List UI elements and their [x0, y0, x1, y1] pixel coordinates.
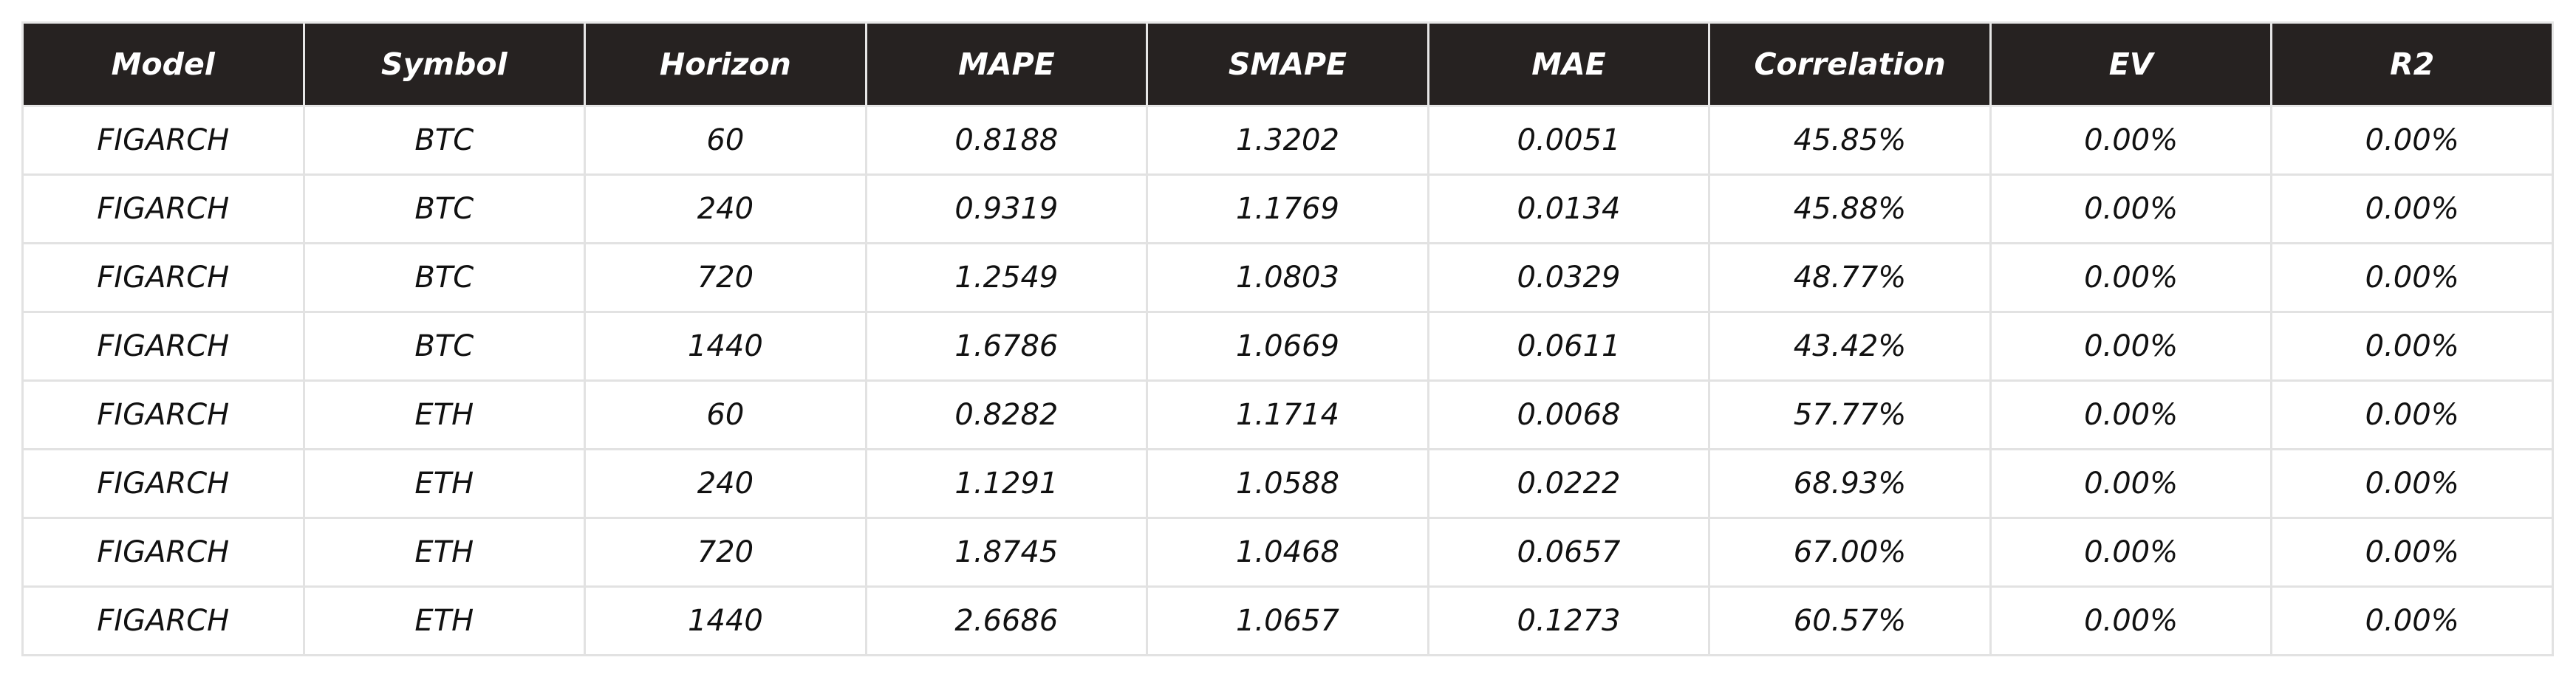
table-cell-symbol: BTC — [302, 105, 587, 176]
table-cell-mape: 0.8282 — [864, 379, 1149, 450]
table-cell-mae: 0.0611 — [1427, 311, 1711, 382]
table-cell-model: FIGARCH — [21, 585, 305, 656]
table-cell-horizon: 240 — [584, 173, 867, 244]
table-body: FIGARCH BTC 60 0.8188 1.3202 0.0051 45.85% 0.00… — [21, 105, 2554, 656]
table-cell-smape: 1.0588 — [1146, 448, 1429, 519]
header-row: Model Symbol Horizon MAPE SMAPE MAE Correlatio… — [21, 21, 2554, 107]
table-cell-mae: 0.0051 — [1427, 105, 1711, 176]
table-cell-symbol: ETH — [302, 585, 587, 656]
table-cell-symbol: ETH — [302, 517, 587, 588]
column-header-smape: SMAPE — [1146, 21, 1429, 107]
table-cell-r2: 0.00% — [2270, 585, 2554, 656]
column-header-model: Model — [21, 21, 305, 107]
table-row: FIGARCH BTC 60 0.8188 1.3202 0.0051 45.85% 0.00… — [21, 105, 2554, 176]
table-cell-mape: 2.6686 — [864, 585, 1149, 656]
table-cell-smape: 1.0803 — [1146, 242, 1429, 313]
table-cell-model: FIGARCH — [21, 517, 305, 588]
table-cell-smape: 1.1769 — [1146, 173, 1429, 244]
table-cell-correlation: 48.77% — [1708, 242, 1992, 313]
table-cell-ev: 0.00% — [1989, 173, 2273, 244]
table-cell-ev: 0.00% — [1989, 585, 2273, 656]
column-header-mape: MAPE — [864, 21, 1149, 107]
table-cell-horizon: 1440 — [584, 585, 867, 656]
table-cell-mape: 0.8188 — [864, 105, 1149, 176]
table-cell-correlation: 60.57% — [1708, 585, 1992, 656]
table-cell-model: FIGARCH — [21, 242, 305, 313]
table-row: FIGARCH BTC 1440 1.6786 1.0669 0.0611 43.42% 0.… — [21, 311, 2554, 382]
table-cell-symbol: ETH — [302, 379, 587, 450]
table-cell-r2: 0.00% — [2270, 379, 2554, 450]
table-cell-model: FIGARCH — [21, 311, 305, 382]
table-cell-symbol: BTC — [302, 242, 587, 313]
table-row: FIGARCH ETH 1440 2.6686 1.0657 0.1273 60.57% 0.… — [21, 585, 2554, 656]
table-cell-symbol: BTC — [302, 311, 587, 382]
table-cell-ev: 0.00% — [1989, 311, 2273, 382]
table-cell-mae: 0.0222 — [1427, 448, 1711, 519]
column-header-mae: MAE — [1427, 21, 1711, 107]
table-cell-ev: 0.00% — [1989, 242, 2273, 313]
table-cell-horizon: 60 — [584, 379, 867, 450]
table-cell-horizon: 720 — [584, 517, 867, 588]
metrics-table-container: Model Symbol Horizon MAPE SMAPE MAE Correlatio… — [21, 21, 2554, 656]
table-cell-ev: 0.00% — [1989, 448, 2273, 519]
metrics-table: Model Symbol Horizon MAPE SMAPE MAE Correlatio… — [21, 21, 2554, 656]
table-cell-mae: 0.0068 — [1427, 379, 1711, 450]
table-cell-model: FIGARCH — [21, 105, 305, 176]
table-cell-mae: 0.1273 — [1427, 585, 1711, 656]
column-header-correlation: Correlation — [1708, 21, 1992, 107]
table-cell-smape: 1.1714 — [1146, 379, 1429, 450]
table-cell-mape: 1.2549 — [864, 242, 1149, 313]
table-cell-smape: 1.0657 — [1146, 585, 1429, 656]
table-cell-correlation: 43.42% — [1708, 311, 1992, 382]
table-cell-ev: 0.00% — [1989, 517, 2273, 588]
table-header: Model Symbol Horizon MAPE SMAPE MAE Correlatio… — [21, 21, 2554, 107]
table-cell-r2: 0.00% — [2270, 173, 2554, 244]
table-cell-r2: 0.00% — [2270, 517, 2554, 588]
table-cell-model: FIGARCH — [21, 379, 305, 450]
table-cell-mape: 0.9319 — [864, 173, 1149, 244]
table-cell-r2: 0.00% — [2270, 448, 2554, 519]
table-cell-mape: 1.8745 — [864, 517, 1149, 588]
table-cell-r2: 0.00% — [2270, 242, 2554, 313]
table-cell-mae: 0.0329 — [1427, 242, 1711, 313]
table-cell-horizon: 720 — [584, 242, 867, 313]
table-cell-smape: 1.3202 — [1146, 105, 1429, 176]
table-cell-model: FIGARCH — [21, 173, 305, 244]
table-cell-correlation: 68.93% — [1708, 448, 1992, 519]
column-header-ev: EV — [1989, 21, 2273, 107]
table-cell-correlation: 57.77% — [1708, 379, 1992, 450]
table-cell-symbol: BTC — [302, 173, 587, 244]
table-row: FIGARCH ETH 240 1.1291 1.0588 0.0222 68.93% 0.0… — [21, 448, 2554, 519]
table-cell-ev: 0.00% — [1989, 379, 2273, 450]
table-cell-horizon: 240 — [584, 448, 867, 519]
column-header-r2: R2 — [2270, 21, 2554, 107]
table-row: FIGARCH BTC 240 0.9319 1.1769 0.0134 45.88% 0.0… — [21, 173, 2554, 244]
table-cell-correlation: 67.00% — [1708, 517, 1992, 588]
table-cell-mae: 0.0134 — [1427, 173, 1711, 244]
column-header-symbol: Symbol — [302, 21, 587, 107]
table-cell-horizon: 60 — [584, 105, 867, 176]
table-cell-mae: 0.0657 — [1427, 517, 1711, 588]
table-cell-smape: 1.0468 — [1146, 517, 1429, 588]
table-row: FIGARCH ETH 60 0.8282 1.1714 0.0068 57.77% 0.00… — [21, 379, 2554, 450]
table-cell-smape: 1.0669 — [1146, 311, 1429, 382]
table-row: FIGARCH ETH 720 1.8745 1.0468 0.0657 67.00% 0.0… — [21, 517, 2554, 588]
table-cell-r2: 0.00% — [2270, 105, 2554, 176]
column-header-horizon: Horizon — [584, 21, 867, 107]
table-cell-mape: 1.6786 — [864, 311, 1149, 382]
table-cell-symbol: ETH — [302, 448, 587, 519]
table-cell-mape: 1.1291 — [864, 448, 1149, 519]
table-cell-correlation: 45.85% — [1708, 105, 1992, 176]
table-cell-r2: 0.00% — [2270, 311, 2554, 382]
table-cell-correlation: 45.88% — [1708, 173, 1992, 244]
table-cell-model: FIGARCH — [21, 448, 305, 519]
table-cell-horizon: 1440 — [584, 311, 867, 382]
table-row: FIGARCH BTC 720 1.2549 1.0803 0.0329 48.77% 0.0… — [21, 242, 2554, 313]
table-cell-ev: 0.00% — [1989, 105, 2273, 176]
